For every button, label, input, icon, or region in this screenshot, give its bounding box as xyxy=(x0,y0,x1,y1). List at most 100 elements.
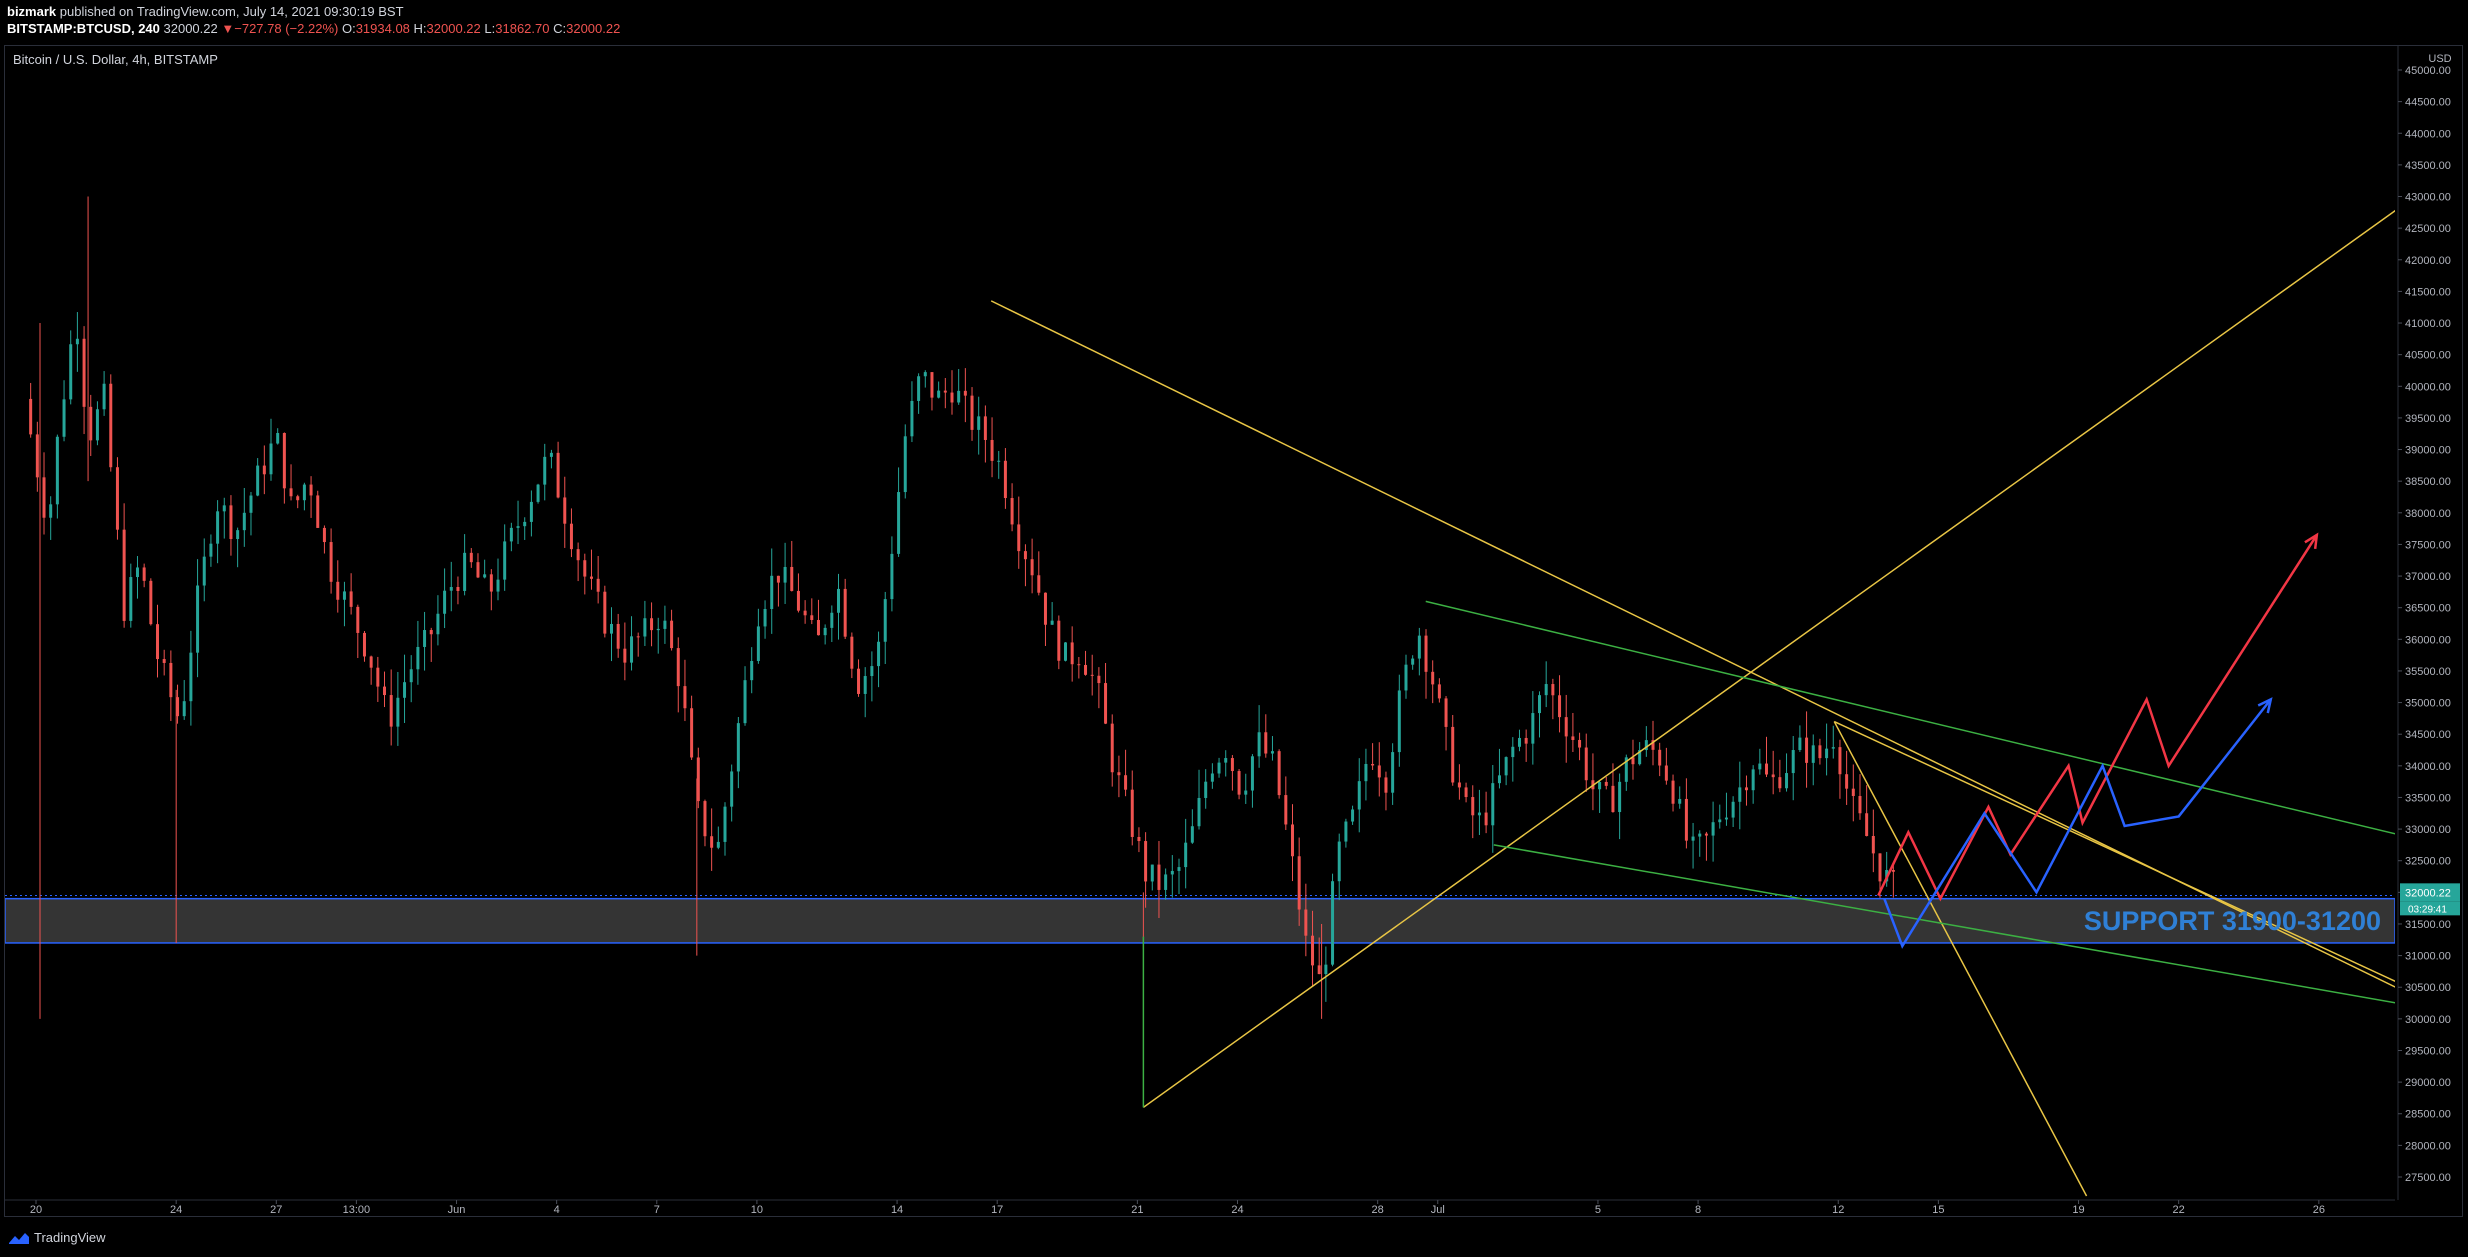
currency-label: USD xyxy=(2428,53,2451,65)
candle xyxy=(589,549,593,590)
candle xyxy=(943,378,947,409)
candle xyxy=(1311,910,1315,987)
candle xyxy=(983,405,987,463)
candle xyxy=(1511,737,1515,782)
candle xyxy=(1778,759,1782,793)
candle xyxy=(1598,780,1602,813)
open-value: 31934.08 xyxy=(355,21,410,36)
candle xyxy=(356,604,360,659)
symbol-name[interactable]: BITSTAMP:BTCUSD, 240 xyxy=(7,21,160,36)
candle xyxy=(89,394,93,457)
candle xyxy=(289,464,293,501)
y-tick-label: 41500.00 xyxy=(2405,286,2451,298)
candle xyxy=(209,534,213,567)
candle xyxy=(1290,804,1294,882)
candle xyxy=(683,659,687,722)
candle xyxy=(1437,678,1441,703)
candle xyxy=(322,525,326,554)
x-tick-label: Jul xyxy=(1431,1204,1445,1216)
y-tick-label: 43500.00 xyxy=(2405,160,2451,172)
candle xyxy=(1791,736,1795,801)
candle xyxy=(1544,661,1548,708)
candle xyxy=(1003,448,1007,509)
candle xyxy=(883,591,887,664)
close-value: 32000.22 xyxy=(566,21,621,36)
candle xyxy=(810,598,814,625)
candle xyxy=(1678,786,1682,809)
open-label: O: xyxy=(341,21,356,36)
candle xyxy=(95,401,99,446)
y-tick-label: 30500.00 xyxy=(2405,982,2451,994)
candle xyxy=(142,563,146,588)
publish-info: bizmark published on TradingView.com, Ju… xyxy=(7,4,404,19)
candle xyxy=(1397,674,1401,767)
candle xyxy=(583,553,587,595)
y-tick-label: 33000.00 xyxy=(2405,824,2451,836)
y-tick-label: 38000.00 xyxy=(2405,508,2451,520)
candle xyxy=(710,808,714,871)
candle xyxy=(1517,729,1521,752)
plot-area: SUPPORT 31900-31200 xyxy=(5,196,2395,1197)
candle xyxy=(236,527,240,568)
candle xyxy=(1050,602,1054,625)
candle xyxy=(449,561,453,612)
candle xyxy=(229,495,233,556)
candle xyxy=(1838,739,1842,799)
candle xyxy=(55,434,59,519)
x-tick-label: 20 xyxy=(30,1204,42,1216)
projection-blue-arrowhead-icon xyxy=(2257,697,2273,714)
pane-title: Bitcoin / U.S. Dollar, 4h, BITSTAMP xyxy=(13,52,218,67)
candle xyxy=(1684,778,1688,849)
x-tick-label: 12 xyxy=(1832,1204,1844,1216)
candle xyxy=(115,457,119,540)
candle xyxy=(1851,764,1855,822)
candle xyxy=(1457,764,1461,800)
candle xyxy=(970,387,974,441)
candle xyxy=(1337,833,1341,901)
candle xyxy=(1364,748,1368,801)
chart-pane[interactable] xyxy=(4,45,2463,1217)
symbol-info: BITSTAMP:BTCUSD, 240 32000.22 ▼−727.78 (… xyxy=(7,21,620,36)
candle xyxy=(1731,796,1735,828)
candle xyxy=(1818,738,1822,765)
candle xyxy=(1230,755,1234,791)
projection-red-arrowhead-icon xyxy=(2304,532,2319,549)
tradingview-brand[interactable]: TradingView xyxy=(8,1230,106,1245)
candle xyxy=(843,578,847,640)
candle xyxy=(509,522,513,552)
candle xyxy=(1177,858,1181,895)
candle xyxy=(1698,830,1702,857)
candle xyxy=(463,534,467,596)
candle xyxy=(1351,805,1355,825)
candle xyxy=(1170,855,1174,898)
countdown-label: 03:29:41 xyxy=(2408,904,2447,915)
candle xyxy=(957,369,961,405)
footer: TradingView xyxy=(0,1219,2468,1257)
candle xyxy=(556,441,560,499)
trendline-yellow xyxy=(1833,720,2395,982)
candle xyxy=(149,578,153,626)
y-tick-label: 39500.00 xyxy=(2405,413,2451,425)
x-tick-label: 7 xyxy=(654,1204,660,1216)
x-tick-label: 21 xyxy=(1131,1204,1143,1216)
author-name[interactable]: bizmark xyxy=(7,4,57,19)
candle xyxy=(850,632,854,679)
y-tick-label: 27500.00 xyxy=(2405,1172,2451,1184)
projection-blue xyxy=(1883,698,2272,949)
price-chart[interactable]: SUPPORT 31900-31200 27500.00 28000.00 28500… xyxy=(0,0,2468,1219)
candle xyxy=(877,631,881,688)
candle xyxy=(1811,734,1815,786)
y-tick-label: 43000.00 xyxy=(2405,192,2451,204)
candle xyxy=(49,496,53,540)
candle xyxy=(1631,739,1635,780)
candle xyxy=(830,605,834,643)
y-tick-label: 37500.00 xyxy=(2405,539,2451,551)
candle xyxy=(1304,883,1308,957)
y-tick-label: 41000.00 xyxy=(2405,318,2451,330)
candle xyxy=(770,548,774,634)
high-label: H: xyxy=(413,21,427,36)
candle xyxy=(1184,818,1188,889)
candle xyxy=(1270,736,1274,761)
candle xyxy=(82,326,86,435)
x-tick-label: 28 xyxy=(1372,1204,1384,1216)
